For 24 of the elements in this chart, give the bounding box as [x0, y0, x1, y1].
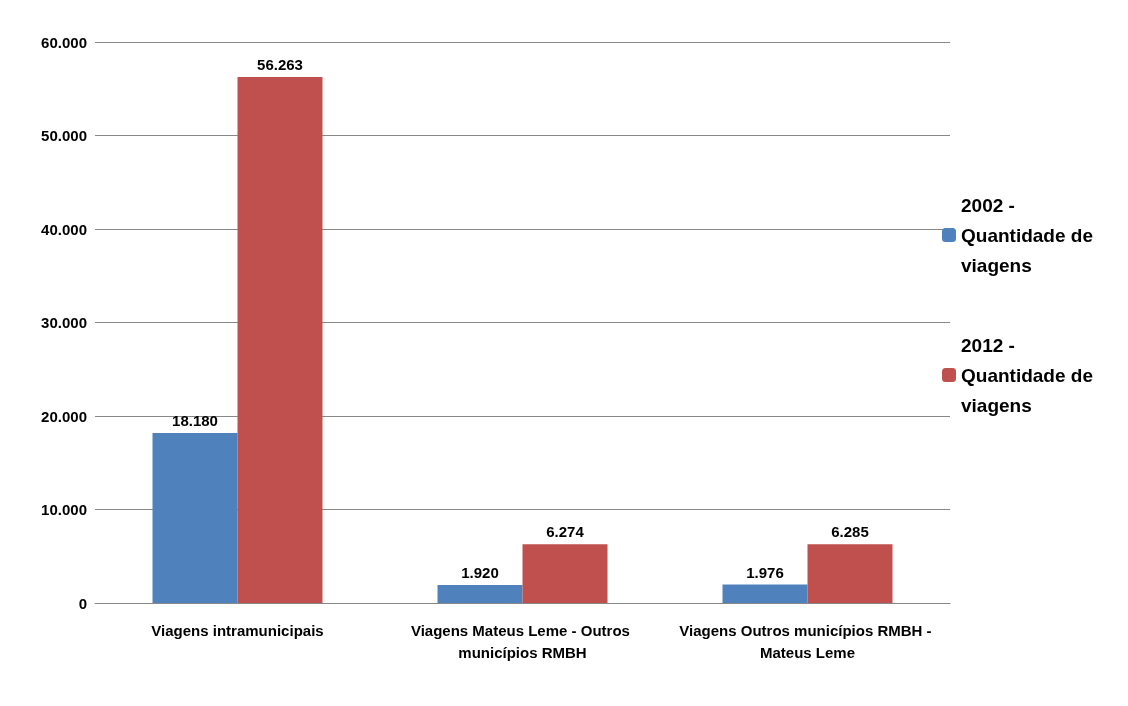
data-label: 18.180: [172, 412, 218, 430]
y-tick-label: 40.000: [41, 220, 87, 238]
legend-label: 2012 - Quantidade de viagens: [961, 334, 1099, 416]
bar: [152, 433, 238, 603]
bar: [522, 544, 608, 603]
data-label: 6.274: [546, 523, 585, 541]
y-tick-label: 20.000: [41, 407, 87, 425]
y-tick-label: 60.000: [41, 33, 87, 51]
y-tick-label: 10.000: [41, 501, 87, 518]
x-tick-label: Viagens Mateus Leme - Outros municípios RMBH: [410, 621, 635, 661]
data-label: 56.263: [257, 55, 303, 73]
x-tick-label: Viagens intramunicipais: [151, 621, 324, 639]
data-label: 6.285: [831, 523, 869, 541]
bar: [722, 584, 808, 603]
legend-label: 2002 - Quantidade de viagens: [961, 194, 1099, 276]
bar: [807, 544, 893, 603]
y-tick-label: 0: [78, 594, 87, 612]
x-tick-label: Viagens Outros municípios RMBH - Mateus Leme: [679, 621, 936, 661]
bar: [237, 76, 323, 603]
data-label: 1.920: [461, 564, 499, 582]
bar: [437, 585, 523, 603]
y-tick-label: 50.000: [41, 127, 87, 144]
data-label: 1.976: [746, 563, 784, 581]
y-tick-label: 30.000: [41, 314, 87, 331]
